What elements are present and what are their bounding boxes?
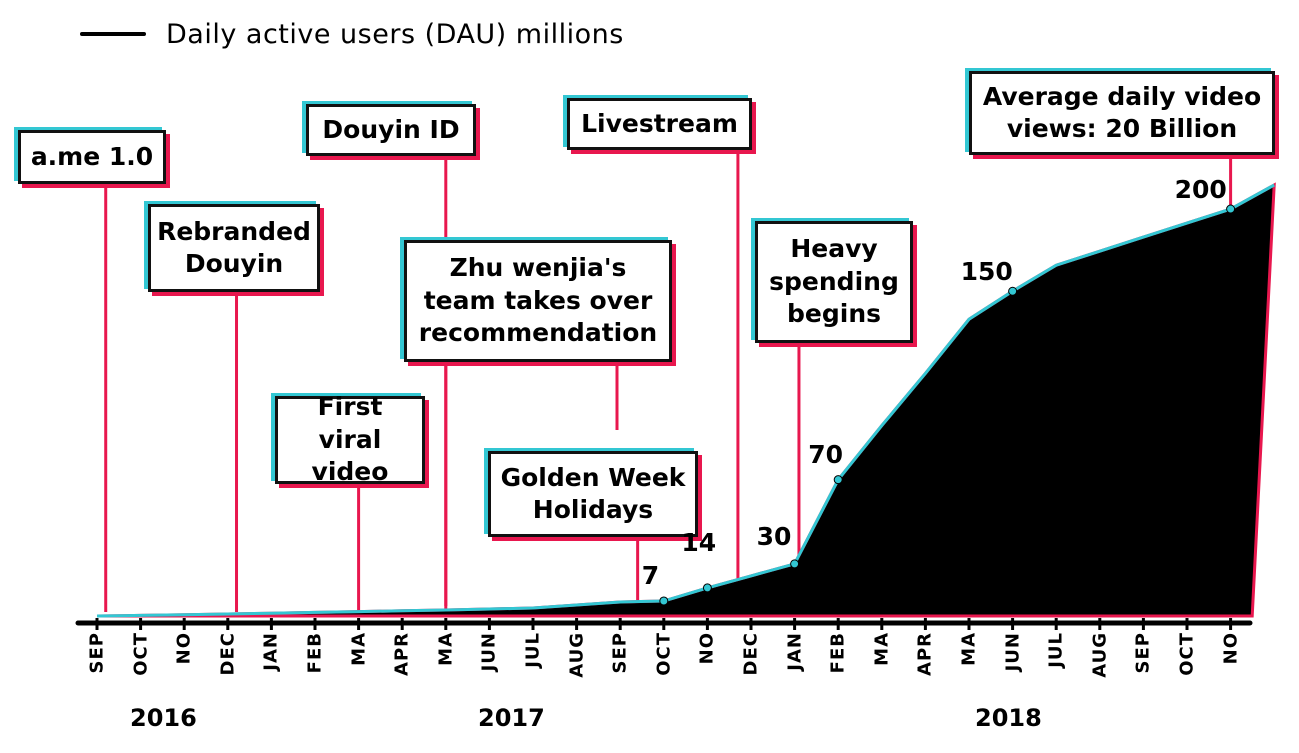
x-tick-label: JAN — [256, 632, 286, 692]
year-label: 2017 — [478, 704, 545, 732]
x-tick-text: OCT — [1176, 632, 1198, 676]
x-tick-label: DEC — [736, 632, 766, 692]
data-label: 200 — [1174, 175, 1227, 205]
x-tick-text: JUL — [522, 632, 544, 668]
x-tick-label: JAN — [780, 632, 810, 692]
x-tick-label: DEC — [213, 632, 243, 692]
x-tick-text: FEB — [304, 632, 326, 674]
x-tick-text: JAN — [784, 632, 806, 671]
annotation-box: Rebranded Douyin — [148, 204, 320, 292]
x-tick-label: NO — [169, 632, 199, 692]
x-tick-text: JUN — [1002, 632, 1024, 672]
annotation-box: Douyin ID — [306, 104, 476, 156]
year-label: 2016 — [130, 704, 197, 732]
x-tick-label: OCT — [126, 632, 156, 692]
x-tick-label: JUN — [998, 632, 1028, 692]
dau-line — [96, 183, 1275, 618]
x-tick-text: AUG — [1089, 632, 1111, 678]
x-tick-text: SEP — [609, 632, 631, 674]
data-point — [1008, 286, 1018, 296]
x-tick-label: FEB — [823, 632, 853, 692]
x-tick-label: MA — [867, 632, 897, 692]
x-tick-text: JUN — [478, 632, 500, 672]
x-axis-ticks — [95, 618, 1233, 630]
data-point — [833, 475, 843, 485]
x-tick-label: SEP — [82, 632, 112, 692]
x-tick-text: APR — [914, 632, 936, 676]
x-tick-text: SEP — [86, 632, 108, 674]
data-label: 150 — [960, 257, 1013, 287]
data-point — [790, 559, 800, 569]
x-tick-text: JAN — [260, 632, 282, 671]
data-point — [1226, 204, 1236, 214]
x-tick-label: NO — [1216, 632, 1246, 692]
x-tick-text: DEC — [217, 632, 239, 676]
legend-swatch — [80, 32, 146, 36]
x-tick-text: OCT — [653, 632, 675, 676]
annotation-box: Heavy spending begins — [755, 221, 913, 343]
x-tick-text: AUG — [566, 632, 588, 678]
x-tick-label: NO — [692, 632, 722, 692]
x-tick-label: APR — [387, 632, 417, 692]
x-tick-text: JUL — [1045, 632, 1067, 668]
x-tick-text: SEP — [1132, 632, 1154, 674]
annotation-box: Zhu wenjia's team takes over recommendat… — [404, 240, 672, 362]
annotation-box: Livestream — [567, 98, 752, 150]
annotation-box: Average daily video views: 20 Billion — [969, 71, 1275, 155]
data-point — [702, 583, 712, 593]
x-tick-label: OCT — [649, 632, 679, 692]
x-tick-label: JUN — [474, 632, 504, 692]
year-label: 2018 — [975, 704, 1042, 732]
annotation-box: a.me 1.0 — [18, 130, 166, 184]
x-tick-label: OCT — [1172, 632, 1202, 692]
x-tick-label: APR — [910, 632, 940, 692]
x-tick-label: MA — [431, 632, 461, 692]
x-tick-label: AUG — [1085, 632, 1115, 692]
x-tick-text: OCT — [130, 632, 152, 676]
x-tick-label: AUG — [562, 632, 592, 692]
x-tick-text: NO — [1220, 632, 1242, 665]
x-tick-text: MA — [435, 632, 457, 666]
x-tick-text: MA — [958, 632, 980, 666]
annotation-box: Golden Week Holidays — [488, 451, 698, 537]
x-tick-label: MA — [344, 632, 374, 692]
data-label: 14 — [681, 527, 717, 557]
x-tick-text: DEC — [740, 632, 762, 676]
x-tick-text: APR — [391, 632, 413, 676]
x-tick-label: JUL — [518, 632, 548, 692]
x-tick-label: SEP — [1128, 632, 1158, 692]
legend-label: Daily active users (DAU) millions — [166, 18, 624, 50]
x-tick-text: MA — [871, 632, 893, 666]
data-label: 30 — [756, 521, 792, 551]
x-tick-text: NO — [696, 632, 718, 665]
data-label: 7 — [641, 560, 660, 590]
x-tick-text: FEB — [827, 632, 849, 674]
data-points — [659, 204, 1236, 606]
x-tick-label: SEP — [605, 632, 635, 692]
x-tick-label: FEB — [300, 632, 330, 692]
x-tick-text: NO — [173, 632, 195, 665]
x-tick-text: MA — [348, 632, 370, 666]
x-tick-label: JUL — [1041, 632, 1071, 692]
data-label: 70 — [808, 439, 843, 469]
x-tick-label: MA — [954, 632, 984, 692]
data-point — [659, 596, 669, 606]
legend: Daily active users (DAU) millions — [80, 14, 624, 54]
annotation-box: First viral video — [275, 392, 425, 486]
